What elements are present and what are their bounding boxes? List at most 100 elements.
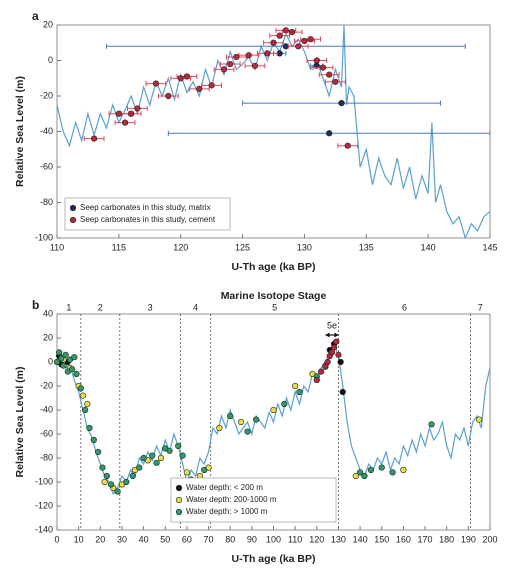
data-point bbox=[129, 472, 136, 480]
data-point bbox=[333, 338, 340, 345]
data-point bbox=[95, 448, 102, 456]
x-tick-label: 140 bbox=[353, 534, 368, 544]
y-tick-label: -100 bbox=[35, 476, 53, 486]
legend-label: Seep carbonates in this study, matrix bbox=[80, 203, 211, 212]
data-point bbox=[344, 142, 351, 149]
data-point bbox=[296, 388, 303, 396]
x-tick-label: 140 bbox=[421, 242, 436, 252]
legend-box bbox=[170, 477, 337, 523]
stage-label: 4 bbox=[193, 302, 198, 312]
x-tick-label: 120 bbox=[309, 534, 324, 544]
y-tick-label: 0 bbox=[48, 55, 53, 65]
data-point bbox=[313, 376, 320, 384]
x-tick-label: 60 bbox=[182, 534, 192, 544]
x-tick-label: 120 bbox=[173, 242, 188, 252]
x-tick-label: 30 bbox=[117, 534, 127, 544]
legend-marker bbox=[175, 496, 183, 504]
data-point bbox=[220, 66, 228, 73]
data-point bbox=[400, 466, 407, 474]
data-point bbox=[56, 349, 63, 356]
data-point bbox=[378, 464, 385, 471]
data-point bbox=[338, 99, 345, 107]
legend-marker bbox=[69, 204, 77, 212]
data-point bbox=[90, 436, 97, 444]
data-point bbox=[82, 406, 89, 414]
data-point bbox=[115, 110, 122, 117]
data-point bbox=[108, 481, 115, 488]
data-point bbox=[270, 406, 277, 414]
x-tick-label: 20 bbox=[95, 534, 105, 544]
data-point bbox=[91, 135, 98, 142]
data-point bbox=[157, 454, 165, 462]
legend-marker bbox=[69, 216, 77, 224]
data-point bbox=[270, 39, 277, 46]
x-tick-label: 125 bbox=[235, 242, 250, 252]
x-tick-label: 110 bbox=[288, 534, 302, 544]
data-point bbox=[183, 73, 190, 80]
data-point bbox=[324, 358, 331, 366]
x-tick-label: 100 bbox=[266, 534, 281, 544]
data-point bbox=[264, 50, 271, 57]
y-tick-label: 20 bbox=[43, 332, 53, 342]
data-point bbox=[307, 36, 314, 43]
x-tick-label: 170 bbox=[418, 534, 433, 544]
data-point bbox=[58, 355, 65, 362]
data-point bbox=[251, 62, 259, 69]
y-tick-label: -60 bbox=[40, 161, 53, 171]
data-point bbox=[121, 119, 129, 126]
y-tick-label: -100 bbox=[35, 232, 53, 242]
x-tick-label: 10 bbox=[74, 534, 84, 544]
data-point bbox=[201, 466, 208, 474]
sea-level-curve bbox=[56, 342, 491, 496]
x-tick-label: 130 bbox=[297, 242, 312, 252]
data-point bbox=[175, 442, 182, 450]
stage-label: 6 bbox=[402, 302, 407, 312]
annotation-label: 5e bbox=[327, 320, 337, 330]
data-point bbox=[196, 85, 203, 92]
data-point bbox=[367, 466, 375, 474]
legend-box bbox=[64, 197, 231, 231]
x-tick-label: 80 bbox=[225, 534, 235, 544]
y-tick-label: -40 bbox=[40, 126, 53, 136]
data-point bbox=[237, 418, 245, 426]
data-point bbox=[276, 32, 283, 39]
x-tick-label: 190 bbox=[461, 534, 476, 544]
x-tick-label: 145 bbox=[482, 242, 497, 252]
data-point bbox=[114, 488, 121, 495]
x-tick-label: 115 bbox=[112, 242, 126, 252]
data-point bbox=[476, 416, 483, 423]
y-tick-label: 20 bbox=[43, 19, 53, 29]
stage-label: 3 bbox=[148, 302, 153, 312]
data-point bbox=[77, 385, 84, 392]
data-point bbox=[326, 130, 333, 137]
data-point bbox=[69, 366, 76, 373]
data-point bbox=[227, 60, 234, 68]
x-tick-label: 40 bbox=[139, 534, 149, 544]
x-tick-label: 90 bbox=[247, 534, 257, 544]
data-point bbox=[245, 52, 252, 59]
data-point bbox=[233, 53, 240, 61]
data-point bbox=[288, 28, 296, 36]
x-tick-label: 70 bbox=[204, 534, 214, 544]
stage-label: 5 bbox=[272, 302, 277, 312]
data-point bbox=[337, 358, 344, 366]
data-point bbox=[177, 75, 184, 82]
x-tick-label: 0 bbox=[54, 534, 59, 544]
data-point bbox=[60, 362, 67, 369]
panel-label: a bbox=[32, 9, 39, 23]
data-point bbox=[282, 43, 289, 50]
data-point bbox=[183, 469, 190, 476]
data-point bbox=[86, 424, 93, 432]
data-point bbox=[389, 469, 396, 476]
data-point bbox=[326, 71, 333, 78]
data-point bbox=[361, 472, 368, 480]
data-point bbox=[227, 412, 234, 420]
y-axis-label: Relative Sea Level (m) bbox=[14, 76, 26, 187]
data-point bbox=[357, 469, 364, 476]
data-point bbox=[301, 37, 308, 45]
data-point bbox=[99, 464, 106, 471]
data-point bbox=[282, 27, 289, 34]
data-point bbox=[103, 472, 110, 480]
data-point bbox=[339, 388, 346, 396]
